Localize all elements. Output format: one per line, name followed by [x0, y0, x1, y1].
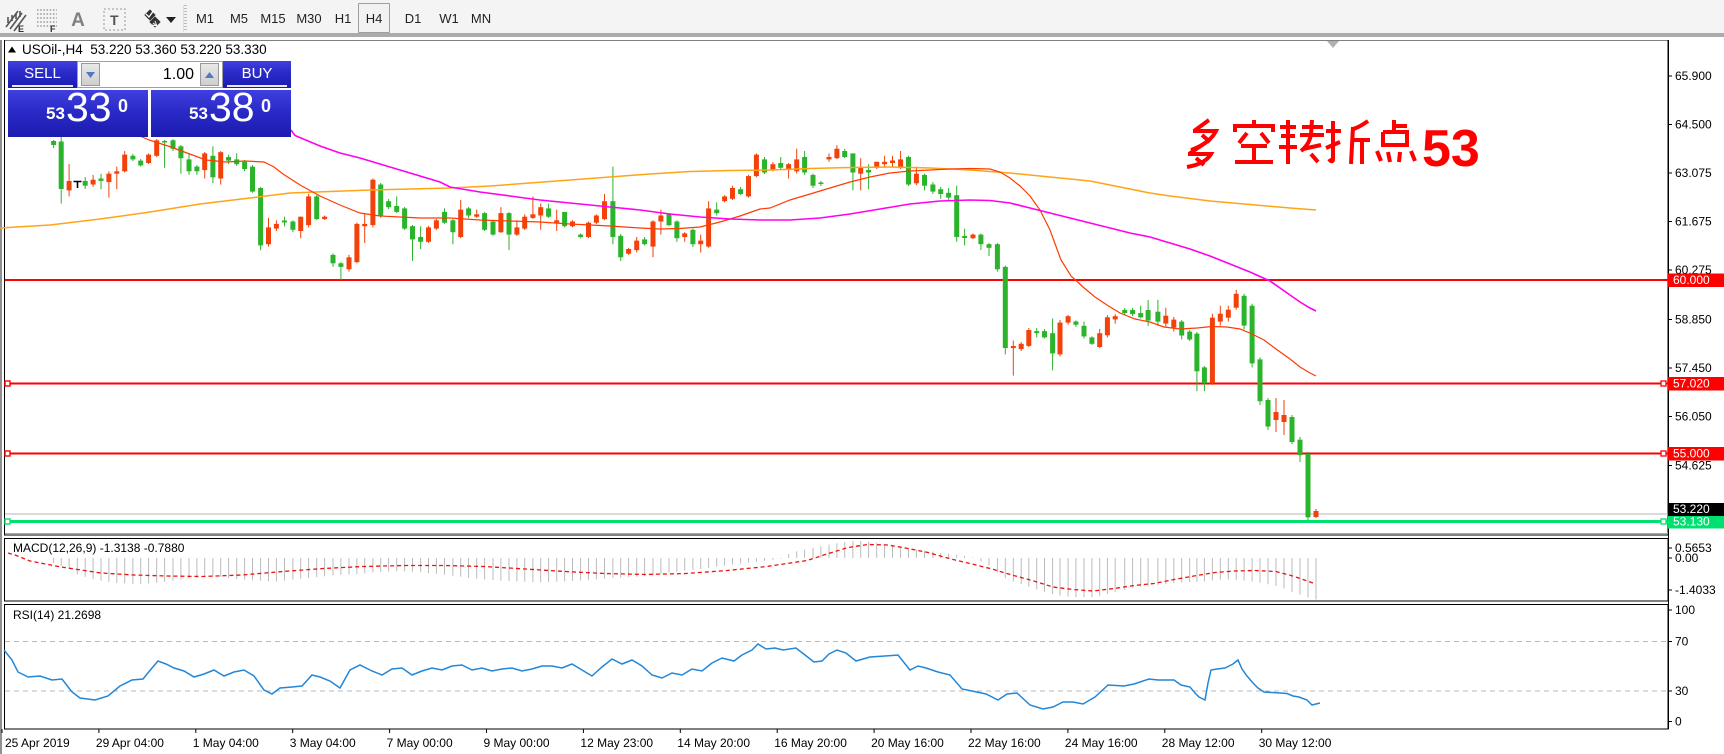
svg-text:64.500: 64.500	[1675, 118, 1712, 132]
svg-text:70: 70	[1675, 635, 1689, 649]
svg-text:-1.4033: -1.4033	[1675, 583, 1716, 597]
svg-text:MACD(12,26,9) -1.3138 -0.7880: MACD(12,26,9) -1.3138 -0.7880	[13, 541, 185, 555]
svg-text:56.050: 56.050	[1675, 410, 1712, 424]
svg-text:30: 30	[1675, 684, 1689, 698]
svg-text:RSI(14) 21.2698: RSI(14) 21.2698	[13, 608, 101, 622]
svg-text:58.850: 58.850	[1675, 313, 1712, 327]
svg-text:F: F	[50, 24, 56, 34]
svg-text:7 May 00:00: 7 May 00:00	[387, 736, 453, 750]
svg-text:57.020: 57.020	[1673, 377, 1710, 391]
svg-text:29 Apr 04:00: 29 Apr 04:00	[96, 736, 164, 750]
svg-text:25 Apr 2019: 25 Apr 2019	[5, 736, 70, 750]
svg-text:9 May 00:00: 9 May 00:00	[484, 736, 550, 750]
svg-text:53.130: 53.130	[1673, 515, 1710, 529]
svg-text:0: 0	[1675, 715, 1682, 729]
svg-text:30 May 12:00: 30 May 12:00	[1259, 736, 1332, 750]
svg-text:14 May 20:00: 14 May 20:00	[677, 736, 750, 750]
svg-text:0.00: 0.00	[1675, 551, 1699, 565]
svg-text:3 May 04:00: 3 May 04:00	[290, 736, 356, 750]
svg-text:53.220: 53.220	[1673, 502, 1710, 516]
svg-text:63.075: 63.075	[1675, 166, 1712, 180]
svg-text:57.450: 57.450	[1675, 361, 1712, 375]
svg-text:100: 100	[1675, 603, 1695, 617]
svg-text:65.900: 65.900	[1675, 69, 1712, 83]
svg-text:28 May 12:00: 28 May 12:00	[1162, 736, 1235, 750]
svg-text:T: T	[110, 12, 119, 28]
svg-text:54.625: 54.625	[1675, 459, 1712, 473]
svg-text:55.000: 55.000	[1673, 447, 1710, 461]
svg-text:24 May 16:00: 24 May 16:00	[1065, 736, 1138, 750]
svg-text:12 May 23:00: 12 May 23:00	[580, 736, 653, 750]
svg-text:1 May 04:00: 1 May 04:00	[193, 736, 259, 750]
svg-text:0.5653: 0.5653	[1675, 541, 1712, 555]
svg-text:E: E	[18, 24, 24, 34]
svg-text:61.675: 61.675	[1675, 215, 1712, 229]
svg-text:22 May 16:00: 22 May 16:00	[968, 736, 1041, 750]
svg-text:16 May 20:00: 16 May 20:00	[774, 736, 847, 750]
svg-text:60.000: 60.000	[1673, 273, 1710, 287]
svg-text:53: 53	[1422, 120, 1480, 178]
svg-text:20 May 16:00: 20 May 16:00	[871, 736, 944, 750]
svg-text:USOil-,H4 53.220 53.360 53.22: USOil-,H4 53.220 53.360 53.220 53.330	[22, 42, 267, 57]
